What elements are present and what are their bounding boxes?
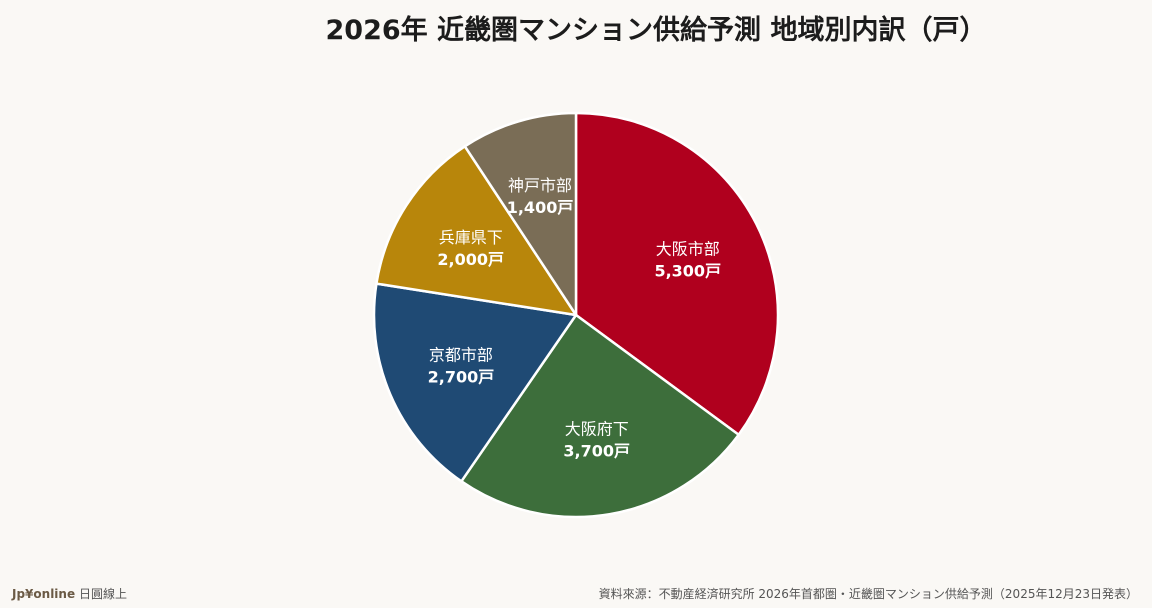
slice-value-5: 1,400戸 <box>507 198 574 217</box>
slice-label-2: 大阪府下 <box>565 420 629 439</box>
slice-value-4: 2,000戸 <box>437 250 504 269</box>
pie-slice-1 <box>574 111 780 436</box>
slice-value-1: 5,300戸 <box>654 261 721 280</box>
slice-label-5: 神戸市部 <box>508 176 572 195</box>
pie-slice-5 <box>463 111 578 317</box>
pie-slice-2 <box>460 313 740 519</box>
brand-name: Jp¥online <box>12 587 76 601</box>
brand-subtitle: 日圓線上 <box>78 587 127 601</box>
slice-label-3: 京都市部 <box>429 345 493 364</box>
chart-title: 2026年 近畿圏マンション供給予測 地域別内訳（戸） <box>325 15 987 46</box>
slice-value-3: 2,700戸 <box>428 367 495 386</box>
brand-logo: Jp¥online 日圓線上 <box>12 585 127 602</box>
slice-value-2: 3,700戸 <box>563 442 630 461</box>
slice-label-4: 兵庫県下 <box>439 228 503 247</box>
slice-label-1: 大阪市部 <box>656 239 720 258</box>
source-note: 資料來源：不動産経済研究所 2026年首都圏・近畿圏マンション供給予測（2025… <box>598 587 1138 601</box>
pie-slice-4 <box>375 145 578 317</box>
pie-slice-3 <box>372 282 578 483</box>
